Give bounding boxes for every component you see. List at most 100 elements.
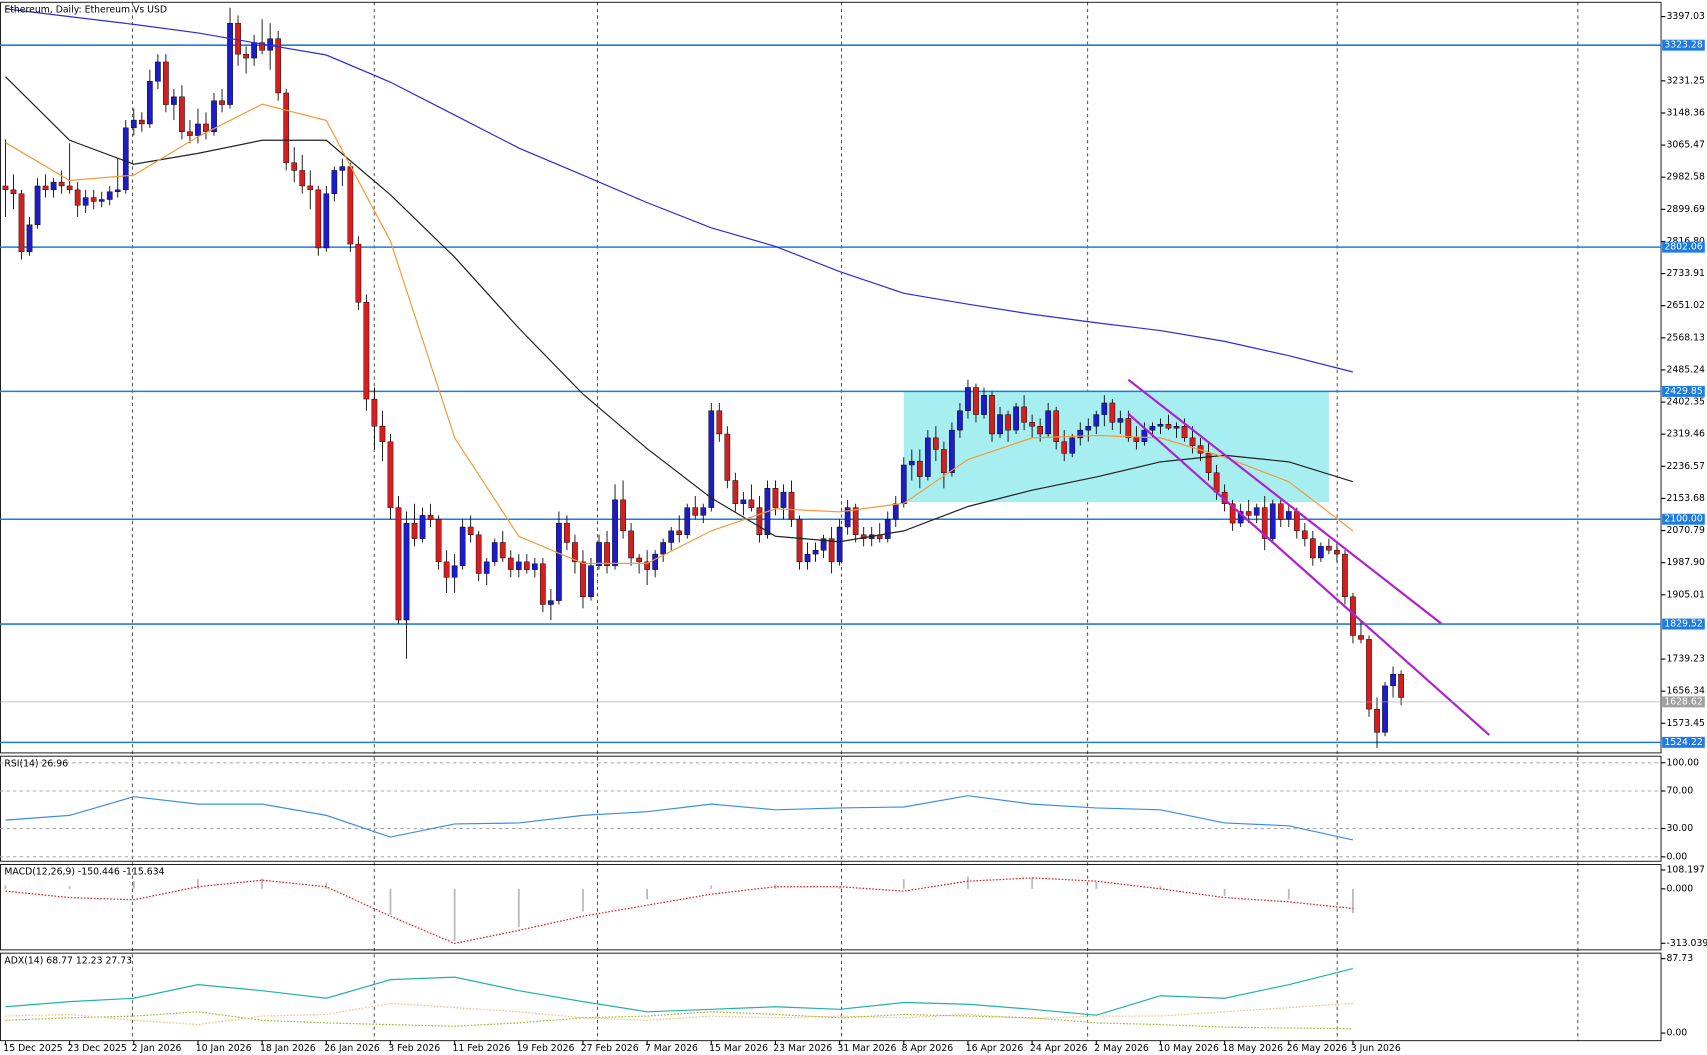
candle-body	[219, 100, 225, 105]
candle-body	[291, 162, 298, 171]
candle-body	[828, 538, 835, 563]
indicator-line	[5, 968, 1354, 1016]
candle-body	[347, 166, 354, 245]
y-tick-label: 2899.69	[1667, 204, 1706, 215]
y-tick-label: 2236.57	[1667, 461, 1706, 472]
candle-body	[836, 526, 843, 563]
candle-body	[387, 441, 394, 508]
candle-body	[1141, 429, 1148, 442]
candle-body	[1117, 418, 1124, 423]
y-tick-label: 3231.25	[1667, 75, 1706, 86]
macd-bar	[1159, 886, 1162, 889]
x-tick-label: 2 May 2026	[1094, 1043, 1149, 1054]
y-tick-label: 2651.02	[1667, 300, 1705, 311]
candle-body	[227, 22, 233, 105]
candle-body	[299, 170, 306, 187]
candle-body	[1109, 402, 1116, 423]
y-tick-label: 87.73	[1667, 953, 1694, 964]
macd-bar	[1095, 881, 1098, 889]
y-tick-label: 1573.45	[1667, 718, 1706, 729]
candle-body	[451, 565, 458, 578]
indicator-line	[5, 8, 1354, 373]
macd-bar	[132, 880, 135, 889]
x-tick-label: 26 May 2026	[1287, 1043, 1348, 1054]
macd-bar	[582, 888, 584, 912]
macd-bar	[1031, 877, 1033, 889]
level-box	[1662, 385, 1705, 397]
y-tick-label: 2402.35	[1667, 397, 1706, 408]
candle-body	[483, 561, 490, 574]
macd-bar	[1352, 888, 1354, 914]
x-tick-label: 3 Feb 2026	[388, 1043, 440, 1054]
level-box	[1662, 241, 1705, 253]
level-box	[1662, 39, 1705, 51]
y-tick-label: 30.00	[1667, 823, 1694, 834]
candle-body	[1077, 429, 1084, 439]
candle-body	[957, 410, 963, 431]
candle-body	[467, 526, 474, 535]
indicator-line	[5, 795, 1354, 841]
x-tick-label: 18 Jan 2026	[260, 1043, 316, 1054]
candle-body	[114, 189, 121, 192]
channel-line	[1127, 413, 1491, 736]
candle-body	[1229, 503, 1236, 524]
candle-body	[1029, 422, 1035, 427]
macd-bar	[389, 888, 392, 915]
candle-body	[363, 301, 370, 400]
candle-body	[572, 542, 578, 563]
candle-body	[788, 491, 795, 520]
candle-body	[251, 42, 257, 59]
candle-body	[1085, 426, 1092, 431]
y-tick-label: 70.00	[1667, 785, 1694, 796]
candle-body	[933, 437, 939, 450]
y-tick-label: 3148.36	[1667, 107, 1706, 118]
candle-body	[772, 488, 779, 508]
x-tick-label: 27 Feb 2026	[581, 1043, 639, 1054]
candle-body	[195, 123, 201, 136]
last-price-label: 1628.62	[1664, 696, 1702, 707]
channel-line	[1127, 378, 1442, 625]
y-tick-label: 2153.68	[1667, 493, 1706, 504]
candle-body	[1310, 538, 1316, 559]
candle-body	[106, 191, 113, 200]
y-tick-label: 2816.80	[1667, 236, 1706, 247]
y-tick-label: 2982.58	[1667, 172, 1706, 183]
candle-body	[1013, 406, 1019, 431]
candle-body	[58, 181, 65, 187]
x-tick-label: 7 Mar 2026	[645, 1043, 698, 1054]
candle-body	[331, 170, 338, 194]
candle-body	[395, 507, 402, 621]
candle-body	[949, 429, 955, 473]
macd-bar	[1287, 888, 1290, 900]
macd-bar	[68, 886, 71, 889]
candle-body	[138, 119, 145, 125]
x-tick-label: 23 Dec 2025	[67, 1043, 126, 1054]
candle-body	[515, 561, 522, 570]
candle-body	[540, 563, 546, 605]
y-tick-label: 2070.79	[1667, 525, 1706, 536]
candle-body	[596, 542, 602, 566]
candle-body	[708, 410, 715, 508]
indicator-line	[5, 103, 1354, 564]
indicator-line	[5, 877, 1353, 945]
y-tick-label: 1905.01	[1667, 589, 1706, 600]
y-tick-label: 108.197	[1667, 864, 1706, 875]
panel-frame	[0, 864, 1662, 951]
candle-body	[981, 395, 987, 415]
candle-body	[315, 189, 322, 249]
candle-body	[644, 561, 650, 570]
candle-body	[604, 542, 610, 566]
panel-frame	[0, 755, 1662, 862]
candle-body	[900, 464, 907, 504]
candle-body	[339, 166, 346, 171]
candle-body	[892, 503, 899, 520]
candle-body	[812, 550, 819, 555]
y-tick-label: 0.00	[1667, 1028, 1688, 1039]
level-label: 1524.22	[1664, 737, 1702, 748]
candle-body	[1021, 406, 1027, 423]
x-tick-label: 10 Jan 2026	[196, 1043, 252, 1054]
candle-body	[50, 181, 57, 191]
candle-body	[82, 197, 89, 206]
candle-body	[1061, 441, 1068, 454]
candle-body	[459, 526, 466, 566]
